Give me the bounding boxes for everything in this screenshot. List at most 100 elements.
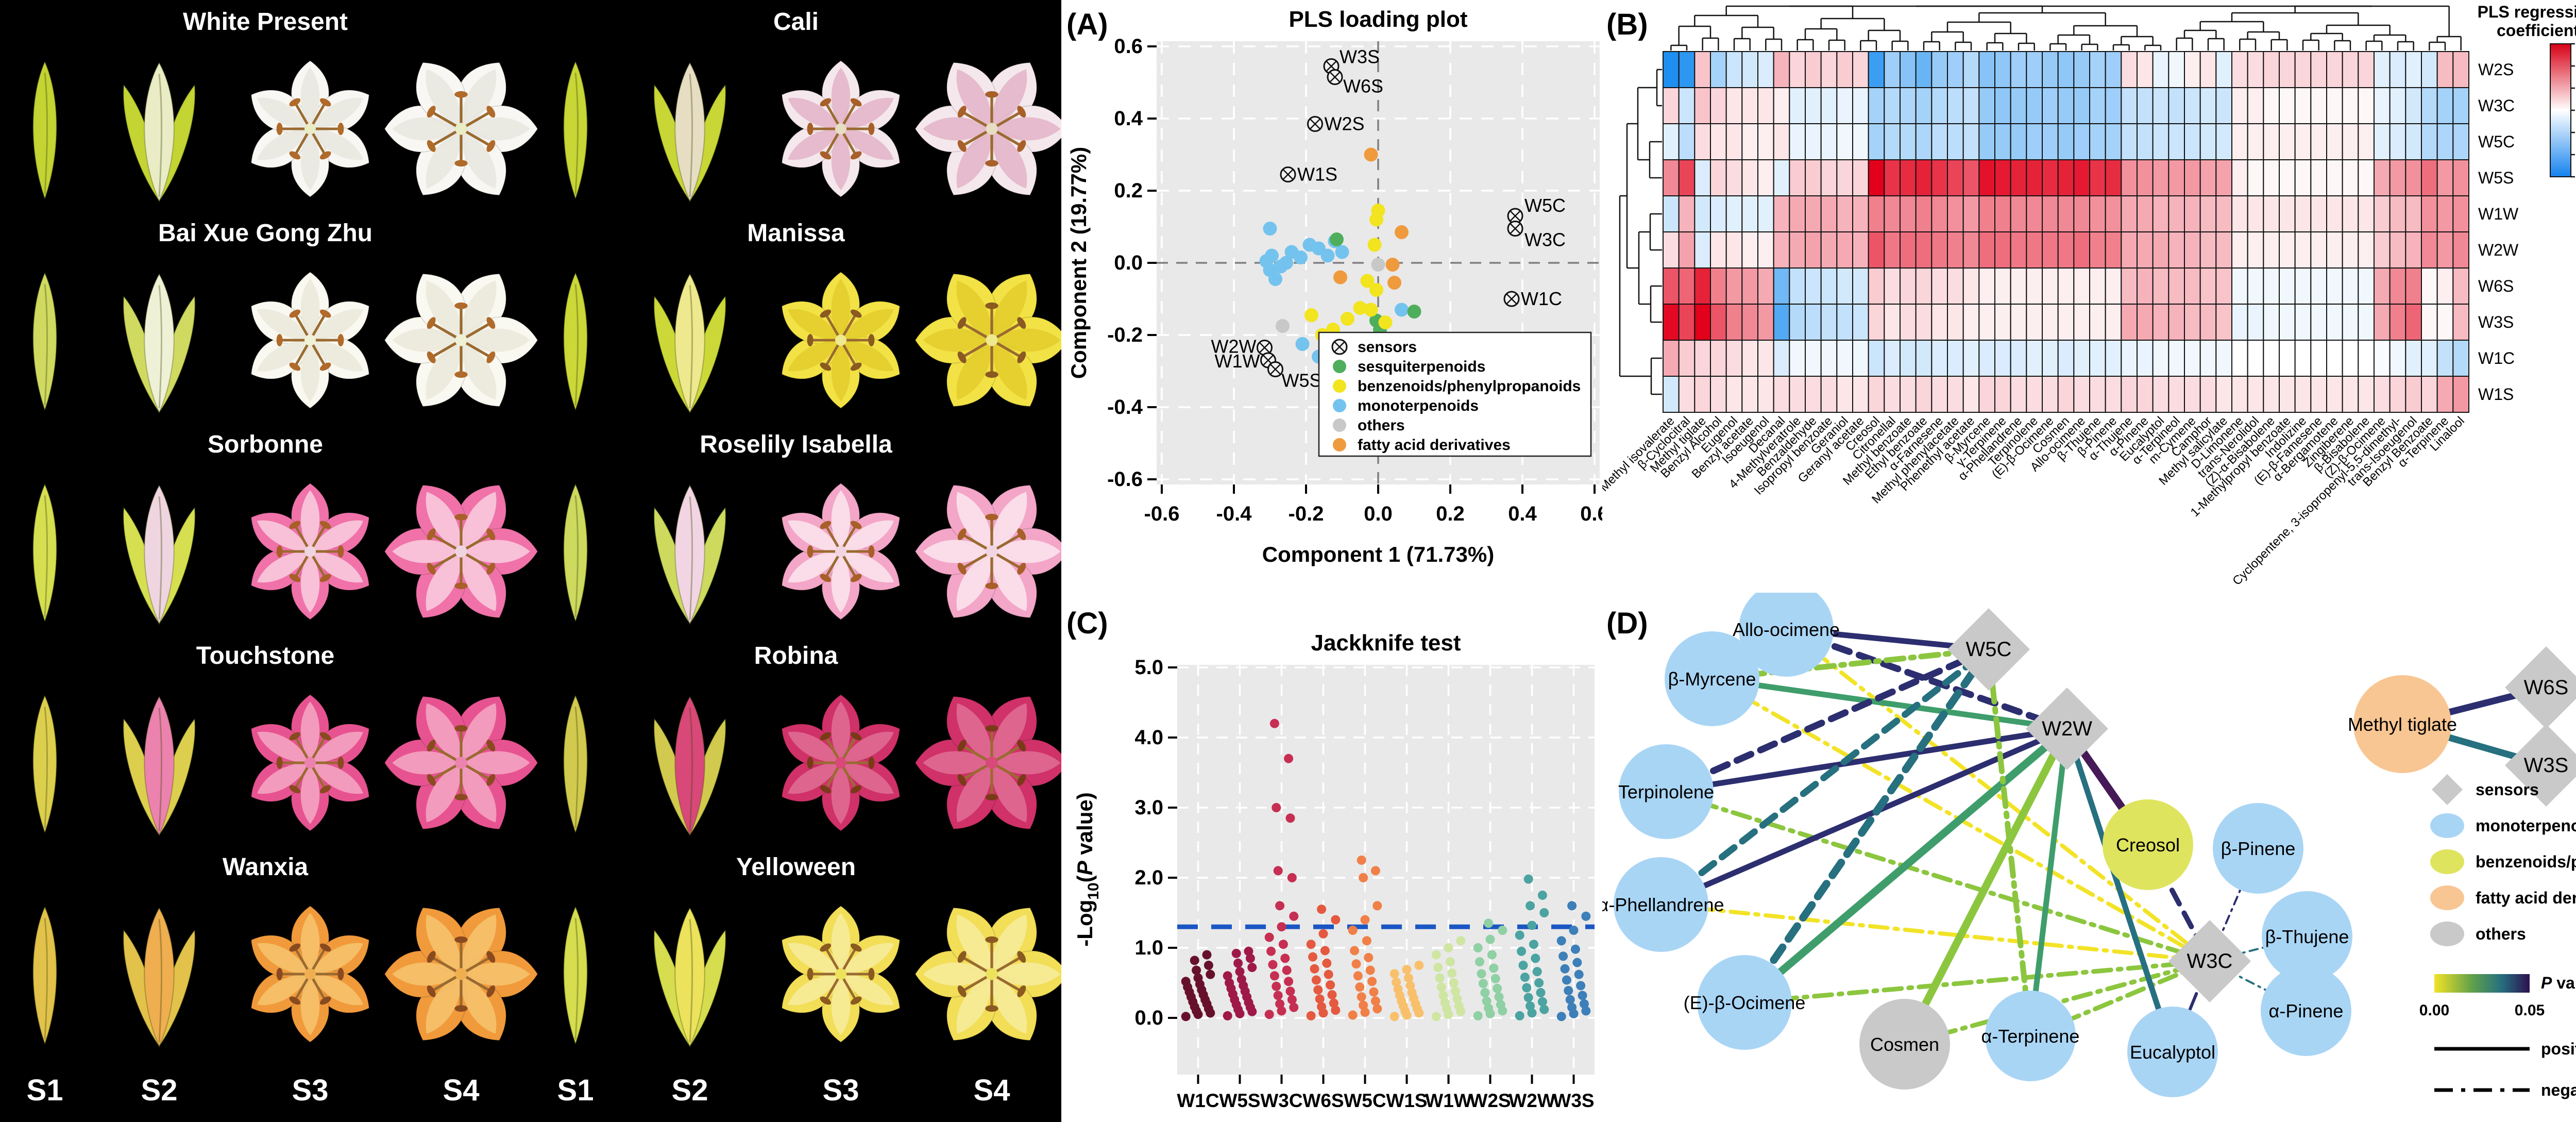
jackknife-point-W6S (1313, 985, 1323, 995)
heatmap-cell (2421, 304, 2438, 341)
heatmap-cell (2374, 340, 2391, 377)
jackknife-point-W2S (1489, 963, 1499, 973)
jackknife-point-W5C (1357, 992, 1366, 1002)
heatmap-cell (1978, 340, 1995, 377)
heatmap-cell (2199, 51, 2217, 88)
sensor-marker-W1S: W1S (1280, 164, 1337, 185)
data-point-others (1371, 258, 1385, 272)
heatmap-cell (1710, 340, 1727, 377)
heatmap-cell (2263, 340, 2280, 377)
network-node-w3c: W3C (2168, 920, 2251, 1002)
node-label: Allo-ocimene (1733, 619, 1840, 640)
legend-swatch (2430, 922, 2464, 946)
heatmap-cell (1900, 87, 1917, 124)
heatmap-cell (2389, 267, 2406, 305)
heatmap-cell (2326, 195, 2343, 232)
heatmap-cell (2137, 231, 2154, 269)
cultivar-name: Robina (754, 642, 838, 669)
heatmap-cell (2374, 123, 2391, 160)
heatmap-cell (1978, 87, 1995, 124)
heatmap-cell (2436, 159, 2454, 196)
heatmap-cell (2452, 87, 2470, 124)
heatmap-cell (1900, 51, 1917, 88)
heatmap-cell (2042, 87, 2059, 124)
heatmap-cell (1694, 87, 1711, 124)
heatmap-cell (1884, 123, 1901, 160)
flower-photo-bai-xue-gong-zhu-s2 (123, 273, 196, 414)
sensor-diamond (1947, 608, 2030, 691)
flower-photo-sorbonne-s3 (250, 483, 370, 620)
heatmap-cell (1741, 87, 1759, 124)
sensor-label: W1S (1297, 164, 1337, 185)
heatmap-cell (2199, 304, 2217, 341)
jackknife-point-W3S (1560, 964, 1570, 974)
heatmap-cell (2452, 231, 2470, 269)
heatmap-cell (2421, 340, 2438, 377)
heatmap-cell (2279, 376, 2296, 413)
heatmap-cell (2057, 123, 2075, 160)
jackknife-point-W1C (1181, 1012, 1191, 1021)
jackknife-point-W6S (1306, 1011, 1316, 1020)
heatmap-cell (1678, 231, 1696, 269)
heatmap-cell (2168, 340, 2185, 377)
data-point-monoterpenoids (1335, 245, 1349, 259)
jackknife-point-W5C (1364, 953, 1374, 963)
heatmap-cell (1694, 159, 1711, 196)
heatmap-cell (2452, 304, 2470, 341)
heatmap-cell (2215, 304, 2233, 341)
heatmap-cell (1836, 304, 1854, 341)
legend-label: fatty acid derivatives (1358, 437, 1511, 454)
jackknife-point-W1S (1403, 973, 1413, 983)
heatmap-cell (2010, 376, 2027, 413)
heatmap-cell (2436, 195, 2454, 232)
y-tick-label: 3.0 (1134, 796, 1163, 819)
node-label: β-Pinene (2221, 838, 2296, 859)
heatmap-cell (2326, 87, 2343, 124)
flower-photo-roselily-isabella-s1 (563, 483, 588, 623)
jackknife-point-W2S (1487, 950, 1497, 960)
heatmap-cell (2137, 340, 2154, 377)
heatmap-cell (1931, 304, 1948, 341)
jackknife-point-W3C (1277, 1006, 1286, 1016)
heatmap-cell (1994, 267, 2011, 305)
heatmap-cell (1915, 231, 1933, 269)
jackknife-point-W2W (1534, 978, 1544, 987)
heatmap-cell (2263, 123, 2280, 160)
heatmap-cell (2042, 51, 2059, 88)
network-node-w2w: W2W (2026, 688, 2108, 770)
heatmap-cell (2073, 195, 2090, 232)
network-edge-terp-w5c (1663, 646, 1992, 795)
jackknife-point-W3C (1277, 922, 1286, 932)
compound-circle (2261, 965, 2351, 1056)
heatmap-cell (2294, 376, 2312, 413)
heatmap-cell (2231, 267, 2248, 305)
heatmap-cell (1962, 376, 1980, 413)
heatmap-cell (2010, 340, 2027, 377)
heatmap-cell (1789, 51, 1806, 88)
heatmap-cell (2436, 231, 2454, 269)
heatmap-cell (2358, 340, 2375, 377)
heatmap-cell (2421, 87, 2438, 124)
heatmap-cell (2310, 87, 2328, 124)
heatmap-cell (2215, 87, 2233, 124)
heatmap-cell (1962, 51, 1980, 88)
heatmap-cell (2342, 195, 2359, 232)
heatmap-cell (1694, 231, 1711, 269)
jackknife-point-W1S (1414, 961, 1424, 970)
y-tick-label: 5.0 (1134, 656, 1163, 679)
heatmap-cell (1805, 340, 1822, 377)
heatmap-cell (1836, 123, 1854, 160)
panel-c-title: Jackknife test (1311, 630, 1461, 656)
flower-photo-yelloween-s4 (914, 907, 1069, 1041)
heatmap-cell (1725, 376, 1743, 413)
jackknife-point-W5S (1236, 975, 1246, 984)
heatmap-cell (2389, 340, 2406, 377)
heatmap-cell (2374, 267, 2391, 305)
panel-b-heatmap: W2S W3C W5C W5S W1W W2W W6S W3S W1C W1S Methyl iso… (1597, 0, 2576, 593)
heatmap-cell (2057, 304, 2075, 341)
sensor-label: W2S (1325, 113, 1365, 135)
heatmap-cell (2057, 51, 2075, 88)
heatmap-cell (1663, 159, 1680, 196)
